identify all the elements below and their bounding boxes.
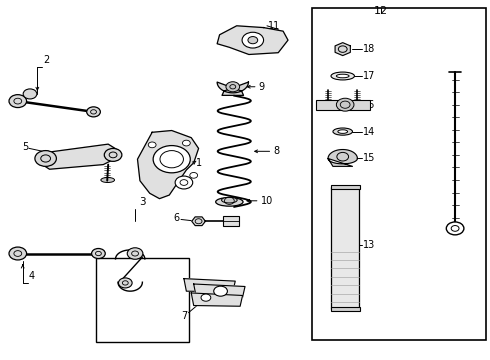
Text: 5: 5 — [23, 141, 29, 152]
Circle shape — [214, 286, 227, 296]
Polygon shape — [191, 293, 243, 306]
Bar — [223, 216, 239, 226]
Circle shape — [190, 172, 197, 178]
Text: 4: 4 — [28, 271, 35, 282]
Ellipse shape — [333, 128, 352, 135]
Bar — [96, 258, 189, 342]
Text: 3: 3 — [139, 197, 146, 207]
Text: 15: 15 — [363, 153, 376, 163]
Text: 8: 8 — [273, 146, 279, 156]
Text: 9: 9 — [259, 82, 265, 92]
Circle shape — [127, 248, 143, 259]
Ellipse shape — [336, 74, 349, 78]
Polygon shape — [192, 217, 205, 226]
Text: 14: 14 — [363, 127, 375, 136]
Circle shape — [248, 37, 258, 44]
Ellipse shape — [216, 198, 243, 206]
Circle shape — [182, 140, 190, 146]
Polygon shape — [217, 82, 248, 95]
Circle shape — [446, 222, 464, 235]
Circle shape — [104, 148, 122, 161]
Circle shape — [148, 142, 156, 148]
Bar — [331, 185, 360, 189]
Text: 10: 10 — [261, 196, 273, 206]
Ellipse shape — [338, 130, 347, 134]
Circle shape — [153, 145, 190, 173]
Polygon shape — [138, 131, 198, 199]
Circle shape — [35, 150, 56, 166]
Circle shape — [23, 89, 37, 99]
Polygon shape — [42, 144, 118, 169]
Bar — [313, 8, 486, 339]
Ellipse shape — [221, 197, 237, 203]
Polygon shape — [328, 149, 357, 166]
Text: 2: 2 — [43, 55, 49, 65]
Bar — [331, 307, 360, 311]
Text: 11: 11 — [268, 21, 280, 31]
Text: 13: 13 — [363, 239, 375, 249]
Text: 7: 7 — [181, 311, 188, 321]
Text: 6: 6 — [173, 213, 179, 223]
Circle shape — [175, 176, 193, 189]
Text: 18: 18 — [363, 44, 375, 54]
Circle shape — [87, 107, 100, 117]
Text: 12: 12 — [374, 6, 388, 16]
Ellipse shape — [101, 177, 115, 183]
Circle shape — [242, 32, 264, 48]
Circle shape — [119, 278, 132, 288]
Polygon shape — [335, 42, 350, 55]
Polygon shape — [184, 279, 235, 292]
Circle shape — [226, 82, 240, 92]
Text: 16: 16 — [363, 100, 375, 110]
Circle shape — [336, 98, 354, 111]
Circle shape — [92, 248, 105, 258]
Polygon shape — [217, 26, 288, 54]
Circle shape — [9, 95, 26, 108]
Circle shape — [9, 247, 26, 260]
Text: 17: 17 — [363, 71, 376, 81]
Text: 1: 1 — [196, 158, 202, 168]
Circle shape — [201, 294, 211, 301]
Bar — [331, 187, 359, 309]
Polygon shape — [194, 284, 245, 297]
Ellipse shape — [331, 72, 354, 80]
Bar — [316, 100, 369, 110]
